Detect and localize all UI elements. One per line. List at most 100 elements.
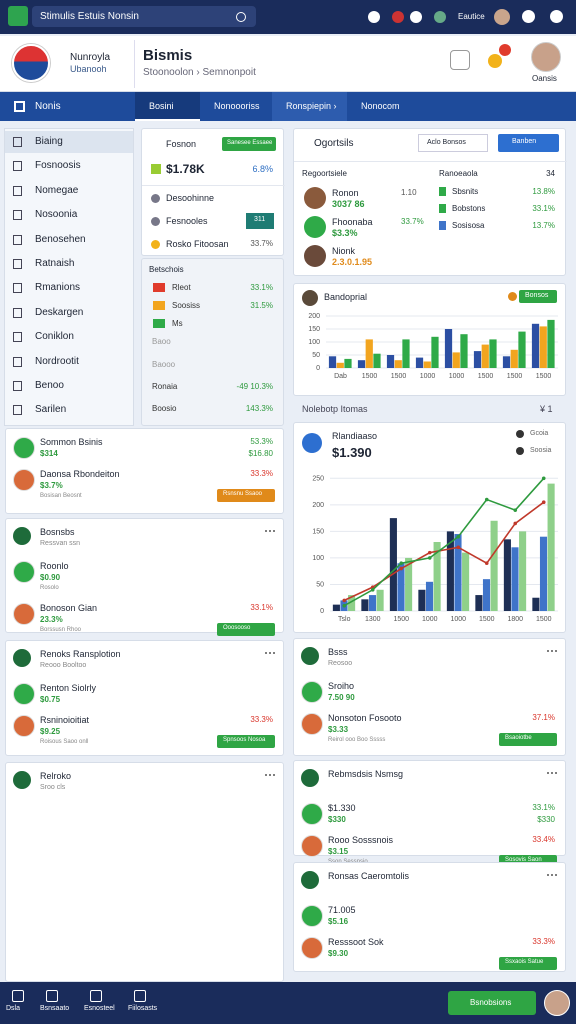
tick-label: 1500 — [536, 373, 552, 380]
sidebar-item[interactable]: Nordrootit — [5, 351, 133, 373]
card-title: Renoks Ransplotion — [40, 649, 121, 659]
app-icon — [8, 6, 28, 26]
menu-dot — [551, 650, 553, 652]
button[interactable]: Ssxaois Satue — [499, 957, 557, 970]
button[interactable]: Sanesee Essaee — [222, 137, 276, 151]
button-label[interactable]: Ooosooso — [223, 625, 251, 631]
sidebar-item[interactable]: Coniklon — [5, 326, 133, 348]
menu-dot — [547, 874, 549, 876]
tab-label[interactable]: Esnosteel — [84, 1005, 115, 1012]
tab-label[interactable]: Bsnsaato — [40, 1005, 70, 1012]
legend-dot — [516, 430, 524, 438]
tick-label: Dab — [334, 373, 347, 380]
tab-label[interactable]: Nonoooriss — [214, 101, 260, 111]
panel: Rebmsdsis Nsmsg $1.330 $330 33.1% $330 Rooo S… — [293, 760, 566, 868]
avatar — [13, 469, 35, 491]
tab[interactable]: Nonocom — [347, 92, 425, 121]
badge: 311 — [246, 213, 274, 229]
row-value: -49 10.3% — [236, 382, 273, 391]
extra: 33.7% — [401, 217, 424, 226]
sidebar-item[interactable]: Deskargen — [5, 302, 133, 324]
sidebar-label[interactable]: Biaing — [35, 136, 63, 147]
search-box[interactable]: Stimulis Estuis Nonsin — [32, 6, 256, 27]
stat-label: Sosisosa — [452, 221, 485, 230]
card-icon — [13, 649, 31, 667]
sidebar-label[interactable]: Benosehen — [35, 233, 86, 245]
button[interactable]: Spnsoos Nosoa — [217, 735, 275, 748]
button[interactable]: Bonsos — [519, 290, 557, 303]
icon — [550, 10, 563, 23]
button[interactable]: Rsnsnu Ssaoo — [217, 489, 275, 502]
item-title: Renton Siolrly — [40, 683, 97, 693]
avatar — [304, 245, 326, 267]
sidebar-label[interactable]: Ratnaish — [35, 258, 75, 269]
button-label[interactable]: Spnsoos Nosoa — [223, 737, 266, 743]
item-meta: Rosolo — [40, 585, 59, 591]
card-meta: Sroo cls — [40, 784, 66, 791]
button[interactable]: Bsnobsions — [448, 991, 536, 1015]
icon — [522, 10, 535, 23]
sidebar-label[interactable]: Deskargen — [35, 306, 84, 318]
tick-label: 50 — [312, 352, 320, 359]
button-label[interactable]: Bsnobsions — [470, 998, 512, 1007]
tab-label[interactable]: Bosini — [149, 101, 174, 111]
sidebar-label[interactable]: Rmanions — [35, 282, 81, 294]
sidebar-item[interactable]: Biaing — [5, 131, 133, 153]
bar — [397, 563, 405, 611]
bar — [328, 356, 337, 368]
sidebar-item[interactable]: Fosnoosis — [5, 155, 133, 177]
panel: Bandoprial Bonsos 0 50 100 150 200 Dab 1500 1500 1… — [293, 283, 566, 396]
button-label[interactable]: Sosovis Saon — [505, 857, 542, 863]
tab-label[interactable]: Fiilosasts — [128, 1005, 158, 1012]
tab-label[interactable]: Dsla — [6, 1005, 21, 1012]
panel-title: Fosnon — [166, 139, 197, 149]
sidebar-item[interactable]: Benoo — [5, 375, 133, 397]
extra: 1.10 — [401, 188, 417, 197]
sidebar-label[interactable]: Nosoonia — [35, 209, 78, 221]
sidebar-label[interactable]: Benoo — [35, 380, 64, 391]
stat-value: 13.8% — [532, 187, 555, 196]
menu-dot — [265, 652, 267, 654]
tick-label: 1500 — [391, 373, 407, 380]
sidebar-item[interactable]: Nomegae — [5, 180, 133, 202]
line-point — [541, 500, 546, 504]
button-label[interactable]: Ssxaois Satue — [505, 959, 544, 965]
tab-label[interactable]: Nonocom — [361, 101, 400, 111]
sidebar-item[interactable]: Nosoonia — [5, 204, 133, 226]
sidebar-label[interactable]: Coniklon — [35, 331, 74, 343]
menu-dot — [551, 874, 553, 876]
tab-label[interactable]: Ronspiepin › — [286, 101, 337, 111]
sidebar-item[interactable]: Benosehen — [5, 229, 133, 251]
sidebar-label[interactable]: Sarilen — [35, 404, 67, 416]
sidebar-item[interactable]: Sarilen — [5, 399, 133, 421]
sidebar-item[interactable]: Ratnaish — [5, 253, 133, 275]
filter-label[interactable]: Aclo Bonsos — [427, 139, 466, 146]
line-point — [513, 508, 518, 512]
bar — [539, 326, 547, 368]
sidebar-label[interactable]: Nordrootit — [35, 355, 79, 367]
button-label[interactable]: Sanesee Essaee — [227, 140, 273, 146]
item-title: Sroiho — [328, 681, 355, 691]
sidebar-label[interactable]: Fosnoosis — [35, 160, 81, 172]
button-label[interactable]: Bonsos — [525, 292, 549, 299]
tab[interactable]: Bosini — [135, 92, 200, 121]
button[interactable] — [450, 50, 470, 70]
row-icon — [151, 240, 160, 249]
button[interactable]: Bsaoiotbe — [499, 733, 557, 746]
filter[interactable]: Aclo Bonsos — [418, 134, 488, 152]
button[interactable]: Banben — [498, 134, 559, 152]
sidebar-item[interactable]: Rmanions — [5, 277, 133, 299]
button[interactable]: Ooosooso — [217, 623, 275, 636]
chart-icon — [302, 433, 322, 453]
avatar — [13, 437, 35, 459]
avatar — [13, 561, 35, 583]
button-label[interactable]: Rsnsnu Ssaoo — [223, 491, 263, 497]
button-label[interactable]: Banben — [512, 138, 537, 145]
sidebar-label[interactable]: Nomegae — [35, 184, 79, 196]
avatar — [544, 990, 570, 1016]
tab[interactable]: Ronspiepin › — [272, 92, 347, 121]
menu-dot — [547, 772, 549, 774]
bar — [519, 531, 527, 611]
tab[interactable]: Nonoooriss — [200, 92, 272, 121]
button-label[interactable]: Bsaoiotbe — [505, 735, 532, 741]
